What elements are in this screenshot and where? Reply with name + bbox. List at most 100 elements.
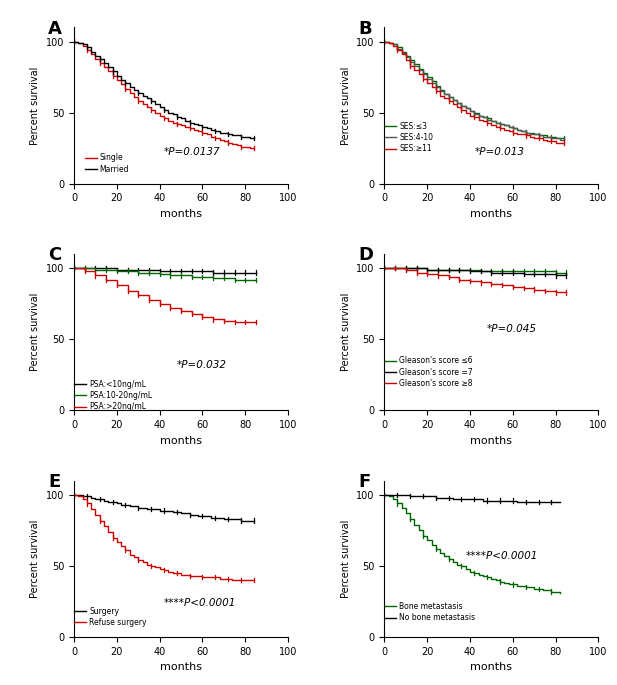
Gleason's score =7 bbox=[541, 270, 549, 278]
PSA:<10ng/mL bbox=[92, 264, 99, 273]
Gleason's score =7 bbox=[520, 269, 528, 277]
Gleason's score =7 bbox=[413, 264, 420, 273]
No bone metastasis bbox=[488, 497, 495, 505]
PSA:<10ng/mL bbox=[199, 267, 206, 275]
SES:≥11 bbox=[381, 38, 388, 46]
Married bbox=[126, 79, 133, 87]
PSA:10-20ng/mL bbox=[145, 269, 152, 277]
SES:≥11 bbox=[411, 66, 418, 74]
PSA:10-20ng/mL bbox=[188, 271, 196, 279]
X-axis label: months: months bbox=[160, 209, 202, 219]
Refuse surgery bbox=[250, 576, 257, 584]
PSA:<10ng/mL bbox=[124, 266, 131, 274]
SES:≥11 bbox=[552, 138, 560, 147]
Gleason's score ≥8 bbox=[423, 270, 431, 278]
SES:≥11 bbox=[552, 137, 560, 145]
SES:≤3 bbox=[445, 90, 452, 99]
PSA:10-20ng/mL bbox=[124, 267, 131, 275]
Gleason's score ≤6 bbox=[541, 267, 549, 275]
Gleason's score =7 bbox=[541, 270, 549, 278]
PSA:10-20ng/mL bbox=[199, 273, 206, 281]
PSA:>20ng/mL bbox=[242, 318, 249, 326]
Gleason's score =7 bbox=[445, 266, 452, 274]
PSA:<10ng/mL bbox=[252, 269, 260, 277]
Single bbox=[70, 38, 78, 46]
PSA:10-20ng/mL bbox=[70, 264, 78, 273]
Bone metastasis bbox=[381, 491, 388, 499]
Gleason's score ≤6 bbox=[413, 264, 420, 273]
Gleason's score ≥8 bbox=[434, 270, 442, 278]
Line: Gleason's score ≤6: Gleason's score ≤6 bbox=[384, 269, 566, 273]
Gleason's score =7 bbox=[381, 264, 388, 273]
Gleason's score =7 bbox=[499, 269, 506, 277]
Gleason's score ≥8 bbox=[413, 266, 420, 274]
Gleason's score ≤6 bbox=[423, 266, 431, 274]
Gleason's score =7 bbox=[520, 270, 528, 278]
Gleason's score ≥8 bbox=[466, 277, 474, 285]
Single bbox=[250, 144, 257, 152]
Gleason's score ≤6 bbox=[391, 264, 399, 273]
PSA:10-20ng/mL bbox=[188, 273, 196, 281]
PSA:<10ng/mL bbox=[102, 264, 110, 273]
Gleason's score =7 bbox=[509, 269, 516, 277]
Gleason's score ≥8 bbox=[413, 269, 420, 277]
PSA:>20ng/mL bbox=[220, 315, 228, 323]
PSA:>20ng/mL bbox=[102, 271, 110, 279]
Line: PSA:10-20ng/mL: PSA:10-20ng/mL bbox=[74, 269, 256, 279]
Bone metastasis bbox=[488, 573, 495, 582]
Gleason's score ≤6 bbox=[541, 267, 549, 275]
PSA:10-20ng/mL bbox=[92, 266, 99, 274]
Gleason's score ≥8 bbox=[466, 275, 474, 284]
Married bbox=[135, 86, 142, 94]
Gleason's score ≥8 bbox=[488, 278, 495, 286]
Gleason's score ≤6 bbox=[381, 264, 388, 273]
Gleason's score ≥8 bbox=[509, 282, 516, 290]
PSA:10-20ng/mL bbox=[102, 266, 110, 274]
Gleason's score ≤6 bbox=[413, 264, 420, 273]
PSA:<10ng/mL bbox=[156, 266, 164, 274]
Gleason's score ≥8 bbox=[552, 287, 560, 295]
PSA:<10ng/mL bbox=[188, 267, 196, 275]
PSA:>20ng/mL bbox=[124, 282, 131, 290]
SES:≥11 bbox=[445, 95, 452, 103]
PSA:10-20ng/mL bbox=[92, 264, 99, 273]
PSA:10-20ng/mL bbox=[167, 271, 174, 279]
Line: SES:≥11: SES:≥11 bbox=[384, 42, 564, 142]
PSA:10-20ng/mL bbox=[156, 270, 164, 278]
Gleason's score =7 bbox=[509, 269, 516, 277]
PSA:>20ng/mL bbox=[135, 287, 142, 295]
Refuse surgery bbox=[126, 551, 133, 559]
Gleason's score ≥8 bbox=[381, 264, 388, 273]
SES:≥11 bbox=[436, 92, 444, 100]
Gleason's score ≥8 bbox=[402, 264, 410, 273]
Text: F: F bbox=[358, 473, 371, 491]
PSA:<10ng/mL bbox=[124, 266, 131, 274]
SES:≥11 bbox=[471, 113, 478, 121]
Gleason's score ≥8 bbox=[520, 284, 528, 292]
Gleason's score =7 bbox=[423, 264, 431, 273]
Gleason's score =7 bbox=[455, 266, 463, 274]
Gleason's score ≥8 bbox=[391, 264, 399, 273]
Gleason's score ≤6 bbox=[499, 267, 506, 275]
Single bbox=[126, 88, 133, 97]
PSA:<10ng/mL bbox=[167, 267, 174, 275]
Single bbox=[246, 144, 253, 152]
Gleason's score ≤6 bbox=[520, 267, 528, 275]
PSA:>20ng/mL bbox=[156, 300, 164, 308]
Gleason's score =7 bbox=[499, 269, 506, 277]
PSA:<10ng/mL bbox=[210, 267, 217, 275]
Gleason's score ≤6 bbox=[563, 269, 570, 277]
PSA:10-20ng/mL bbox=[177, 271, 184, 279]
Gleason's score ≥8 bbox=[541, 286, 549, 294]
Gleason's score ≤6 bbox=[402, 264, 410, 273]
Text: ****P<0.0001: ****P<0.0001 bbox=[164, 598, 236, 608]
No bone metastasis bbox=[394, 491, 401, 499]
Gleason's score ≥8 bbox=[445, 273, 452, 281]
PSA:<10ng/mL bbox=[210, 269, 217, 277]
Line: No bone metastasis: No bone metastasis bbox=[384, 495, 560, 502]
PSA:>20ng/mL bbox=[102, 275, 110, 284]
Gleason's score ≥8 bbox=[563, 288, 570, 297]
PSA:<10ng/mL bbox=[135, 266, 142, 274]
Gleason's score ≥8 bbox=[520, 283, 528, 291]
Surgery bbox=[126, 501, 133, 509]
